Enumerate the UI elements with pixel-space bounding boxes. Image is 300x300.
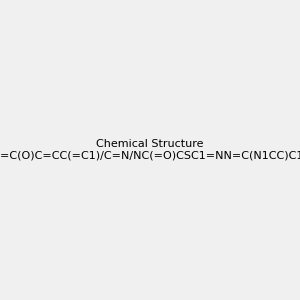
Text: Chemical Structure
CCOC1=C(O)C=CC(=C1)/C=N/NC(=O)CSC1=NN=C(N1CC)C1=CC...: Chemical Structure CCOC1=C(O)C=CC(=C1)/C… [0,139,300,161]
